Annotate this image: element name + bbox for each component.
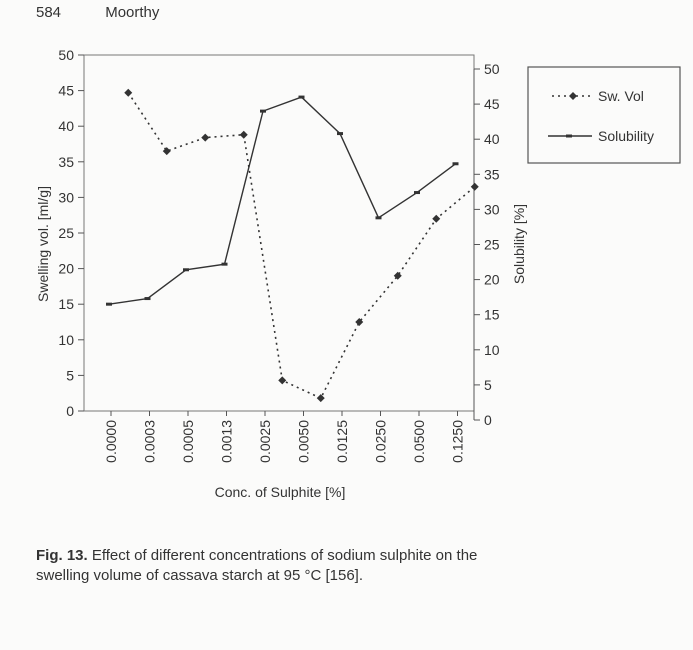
- series-solubility: [106, 95, 459, 306]
- legend-solubility-marker: [566, 134, 572, 138]
- data-point: [452, 162, 459, 166]
- y-tick-label: 35: [58, 154, 74, 170]
- y-tick-label: 25: [58, 225, 74, 241]
- data-point: [124, 88, 133, 97]
- y2-tick-label: 50: [484, 61, 500, 77]
- x-tick-label: 0.0250: [373, 420, 389, 463]
- y2-tick-label: 0: [484, 412, 492, 428]
- y2-tick-label: 40: [484, 131, 500, 147]
- data-point: [432, 214, 441, 223]
- data-point: [239, 130, 248, 139]
- y-tick-label: 40: [58, 118, 74, 134]
- y-tick-label: 10: [58, 332, 74, 348]
- y2-tick-label: 15: [484, 307, 500, 323]
- legend-swvol-label: Sw. Vol: [598, 88, 644, 104]
- x-tick-label: 0.1250: [450, 420, 466, 463]
- data-point: [316, 394, 325, 403]
- legend-solubility-label: Solubility: [598, 128, 654, 144]
- x-tick-label: 0.0005: [180, 420, 196, 463]
- data-point: [201, 133, 210, 142]
- data-point: [278, 376, 287, 385]
- y2-tick-label: 30: [484, 201, 500, 217]
- series-sw-vol: [124, 88, 479, 403]
- y2-tick-label: 25: [484, 237, 500, 253]
- x-tick-label: 0.0000: [103, 420, 119, 463]
- series-line: [108, 96, 456, 305]
- data-point: [393, 271, 402, 280]
- data-point: [106, 302, 112, 306]
- right-axis: 0 5 10 15 20 25 30 35 40 45 50: [473, 61, 500, 428]
- y-tick-label: 50: [58, 47, 74, 63]
- y-tick-label: 30: [58, 189, 74, 205]
- left-axis: 0 5 10 15 20 25 30 35 40 45 50: [58, 47, 84, 419]
- data-point: [221, 262, 228, 266]
- author-name: Moorthy: [105, 4, 160, 21]
- series-layer: [106, 88, 479, 403]
- y-tick-label: 0: [66, 403, 74, 419]
- x-axis: 0.0000 0.0003 0.0005 0.0013 0.0025 0.0050 0.01…: [103, 411, 466, 463]
- figure-caption: Fig. 13. Effect of different concentrati…: [36, 546, 516, 586]
- data-point: [144, 297, 151, 301]
- y2-axis-label: Solubility [%]: [511, 204, 527, 284]
- data-point: [298, 95, 305, 99]
- y-tick-label: 20: [58, 261, 74, 277]
- y2-tick-label: 20: [484, 272, 500, 288]
- x-tick-label: 0.0013: [219, 420, 235, 463]
- data-point: [162, 147, 171, 156]
- data-point: [375, 216, 382, 220]
- x-axis-label: Conc. of Sulphite [%]: [215, 484, 346, 500]
- x-tick-label: 0.0500: [411, 420, 427, 463]
- x-tick-label: 0.0025: [257, 420, 273, 463]
- y2-tick-label: 45: [484, 96, 500, 112]
- x-tick-label: 0.0125: [334, 420, 350, 463]
- y-axis-label: Swelling vol. [ml/g]: [35, 186, 51, 302]
- y-tick-label: 5: [66, 367, 74, 383]
- y-tick-label: 15: [58, 296, 74, 312]
- page-number: 584: [36, 4, 62, 21]
- figure-caption-text: Effect of different concentrations of so…: [36, 547, 478, 584]
- legend-box: [527, 66, 681, 164]
- x-tick-label: 0.0050: [296, 420, 312, 463]
- y2-tick-label: 5: [484, 377, 492, 393]
- y-tick-label: 45: [58, 83, 74, 99]
- page-header: 584 Moorthy: [36, 4, 159, 21]
- legend: Sw. Vol Solubility: [527, 66, 681, 164]
- data-point: [183, 268, 189, 272]
- data-point: [414, 191, 420, 195]
- series-line: [127, 92, 476, 400]
- plot-area: [83, 54, 475, 412]
- data-point: [337, 132, 343, 136]
- x-tick-label: 0.0003: [142, 420, 158, 463]
- figure-label: Fig. 13.: [36, 547, 88, 564]
- data-point: [260, 109, 266, 113]
- data-point: [470, 182, 479, 191]
- data-point: [355, 318, 364, 326]
- y2-tick-label: 35: [484, 166, 500, 182]
- legend-swvol-marker: [569, 92, 577, 100]
- y2-tick-label: 10: [484, 342, 500, 358]
- chart: 0 5 10 15 20 25 30 35 40 45 50 0 5 10 15 20 25 30 35 40 45 5…: [35, 47, 681, 500]
